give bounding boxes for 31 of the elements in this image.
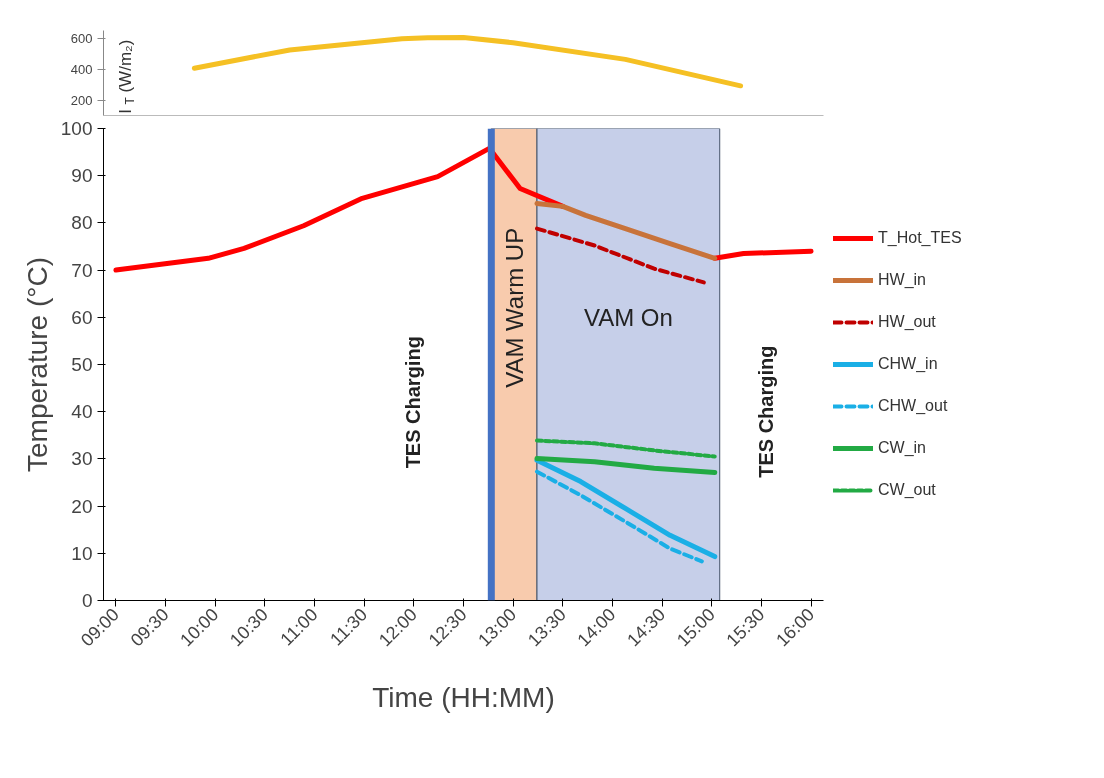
line-series	[534, 226, 706, 285]
y-axis-title: Temperature (°C)	[21, 256, 53, 473]
band-label: VAM On	[583, 303, 673, 331]
y-tick-label: 0	[81, 590, 93, 611]
legend-label: CW_in	[878, 439, 927, 457]
legend-label: HW_in	[878, 271, 927, 289]
y-axis-title: IT (W/m₂)	[116, 39, 137, 114]
line-series	[534, 438, 717, 459]
x-axis-title: Time (HH:MM)	[372, 682, 555, 714]
y-tick-label: 20	[71, 495, 93, 517]
legend-label: CW_out	[878, 481, 936, 499]
legend-label: T_Hot_TES	[878, 229, 962, 247]
line-series	[534, 469, 704, 564]
y-tick-label: 60	[71, 306, 93, 328]
y-tick-label: 80	[71, 212, 93, 234]
legend-label: CHW_out	[878, 397, 948, 415]
y-tick-label: 30	[71, 448, 93, 470]
annotation: TES Charging	[754, 345, 777, 478]
y-tick-label: 200	[70, 92, 93, 108]
band-label: VAM Warm UP	[500, 227, 528, 388]
y-tick-label: 90	[71, 165, 93, 187]
y-tick-label: 40	[71, 401, 93, 423]
y-tick-label: 10	[71, 542, 93, 564]
legend-label: HW_out	[878, 313, 936, 331]
y-tick-label: 600	[70, 30, 93, 46]
y-tick-label: 100	[60, 118, 93, 139]
y-tick-label: 50	[71, 354, 93, 375]
y-tick-label: 400	[70, 61, 93, 77]
annotation: TES Charging	[402, 336, 425, 469]
legend-label: CHW_in	[878, 355, 938, 373]
y-tick-label: 70	[71, 259, 93, 281]
